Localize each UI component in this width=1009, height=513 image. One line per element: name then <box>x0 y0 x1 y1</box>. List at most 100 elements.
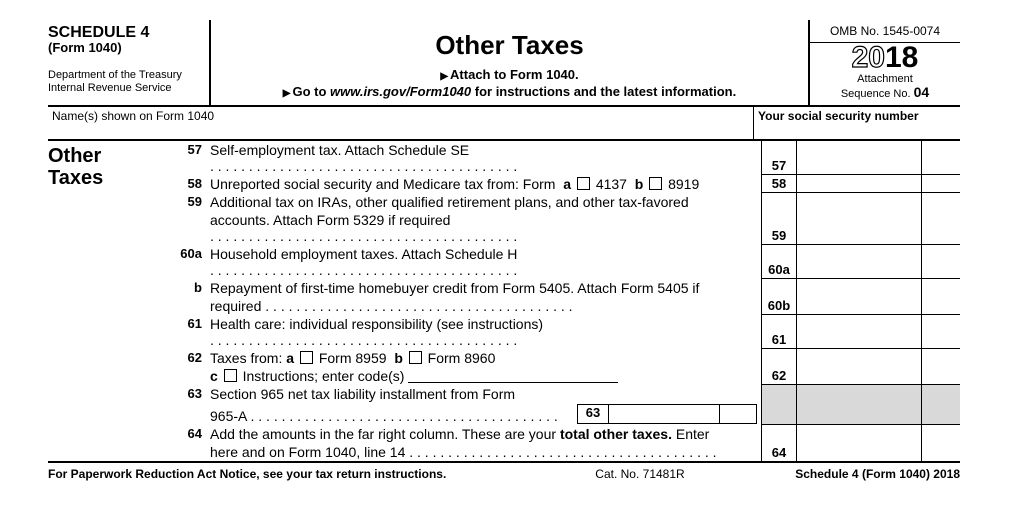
box-number: 58 <box>761 175 797 193</box>
line-60a: 60a Household employment taxes. Attach S… <box>160 245 960 279</box>
line-text: Section 965 net tax liability installmen… <box>210 385 761 403</box>
shaded-cell <box>761 385 797 403</box>
line-64-r1: 64 Add the amounts in the far right colu… <box>160 425 960 443</box>
line-number: 59 <box>160 193 210 211</box>
amount-field[interactable] <box>797 443 922 461</box>
amount-field[interactable] <box>797 141 922 175</box>
form-schedule-4: SCHEDULE 4 (Form 1040) Department of the… <box>48 20 960 481</box>
line-text: 965-A 63 <box>210 403 761 425</box>
line-62-r2: c Instructions; enter code(s) 62 <box>160 367 960 385</box>
line-text: Household employment taxes. Attach Sched… <box>210 245 761 279</box>
amount-field[interactable] <box>797 367 922 385</box>
box-number: 60a <box>761 245 797 279</box>
goto-instruction: Go to www.irs.gov/Form1040 for instructi… <box>217 84 802 99</box>
line-text: Add the amounts in the far right column.… <box>210 425 761 443</box>
cents-field[interactable] <box>922 211 960 245</box>
name-field-label[interactable]: Name(s) shown on Form 1040 <box>48 107 753 139</box>
line-number: 60a <box>160 245 210 279</box>
ssn-field-label[interactable]: Your social security number <box>753 107 960 139</box>
tax-year-box: 2018 Attachment Sequence No. 04 <box>810 43 960 102</box>
footer-right: Schedule 4 (Form 1040) 2018 <box>740 467 960 481</box>
attachment-sequence: Attachment Sequence No. 04 <box>812 73 958 100</box>
shaded-cell <box>922 403 960 425</box>
line-number: 57 <box>160 141 210 175</box>
inner-box-63: 63 <box>577 404 757 424</box>
line-text: Repayment of first-time homebuyer credit… <box>210 279 761 297</box>
line-59-r2: accounts. Attach Form 5329 if required 5… <box>160 211 960 245</box>
line-text: Self-employment tax. Attach Schedule SE <box>210 141 761 175</box>
footer-left: For Paperwork Reduction Act Notice, see … <box>48 467 540 481</box>
attach-instruction: Attach to Form 1040. <box>217 67 802 82</box>
dept-line-1: Department of the Treasury <box>48 69 203 82</box>
amount-field <box>797 193 922 211</box>
cents-field[interactable] <box>922 367 960 385</box>
header-middle: Other Taxes Attach to Form 1040. Go to w… <box>211 20 808 105</box>
line-number: 62 <box>160 349 210 367</box>
cents-field[interactable] <box>922 245 960 279</box>
line-63-r1: 63 Section 965 net tax liability install… <box>160 385 960 403</box>
line-number: 64 <box>160 425 210 443</box>
line-60b-r2: required 60b <box>160 297 960 315</box>
line-62-r1: 62 Taxes from: a Form 8959 b Form 8960 <box>160 349 960 367</box>
inner-cents-field[interactable] <box>720 405 756 423</box>
form-body: Other Taxes 57 Self-employment tax. Atta… <box>48 141 960 463</box>
line-60b-r1: b Repayment of first-time homebuyer cred… <box>160 279 960 297</box>
name-ssn-row: Name(s) shown on Form 1040 Your social s… <box>48 107 960 141</box>
box-number: 59 <box>761 211 797 245</box>
amount-field[interactable] <box>797 211 922 245</box>
cents-field[interactable] <box>922 141 960 175</box>
form-title: Other Taxes <box>217 30 802 61</box>
line-number: 61 <box>160 315 210 349</box>
cents-field <box>922 193 960 211</box>
cents-field[interactable] <box>922 443 960 461</box>
checkbox-instructions[interactable] <box>224 369 237 382</box>
line-number: 63 <box>160 385 210 403</box>
cents-field[interactable] <box>922 175 960 193</box>
line-text: required <box>210 297 761 315</box>
box-number: 60b <box>761 297 797 315</box>
shaded-cell <box>797 403 922 425</box>
cents-field[interactable] <box>922 315 960 349</box>
line-text: Health care: individual responsibility (… <box>210 315 761 349</box>
code-entry-line[interactable] <box>408 382 618 383</box>
omb-number: OMB No. 1545-0074 <box>810 20 960 43</box>
inner-box-label: 63 <box>578 405 609 423</box>
cents-field[interactable] <box>922 297 960 315</box>
line-59-r1: 59 Additional tax on IRAs, other qualifi… <box>160 193 960 211</box>
lines-container: 57 Self-employment tax. Attach Schedule … <box>160 141 960 461</box>
form-footer: For Paperwork Reduction Act Notice, see … <box>48 463 960 481</box>
shaded-cell <box>922 385 960 403</box>
checkbox-8959[interactable] <box>300 351 313 364</box>
line-text: Taxes from: a Form 8959 b Form 8960 <box>210 349 761 367</box>
footer-center: Cat. No. 71481R <box>540 467 740 481</box>
box-number: 64 <box>761 443 797 461</box>
amount-field[interactable] <box>797 297 922 315</box>
shaded-cell <box>761 403 797 425</box>
amount-field[interactable] <box>797 175 922 193</box>
line-text: accounts. Attach Form 5329 if required <box>210 211 761 245</box>
amount-field[interactable] <box>797 245 922 279</box>
line-number: 58 <box>160 175 210 193</box>
form-ref: (Form 1040) <box>48 40 203 55</box>
tax-year: 2018 <box>812 43 958 73</box>
checkbox-4137[interactable] <box>577 177 590 190</box>
amount-field[interactable] <box>797 315 922 349</box>
checkbox-8960[interactable] <box>409 351 422 364</box>
line-text: Additional tax on IRAs, other qualified … <box>210 193 761 211</box>
header-right: OMB No. 1545-0074 2018 Attachment Sequen… <box>808 20 960 105</box>
triangle-icon <box>283 84 293 99</box>
form-header: SCHEDULE 4 (Form 1040) Department of the… <box>48 20 960 107</box>
section-label: Other Taxes <box>48 141 160 461</box>
inner-amount-field[interactable] <box>609 405 720 423</box>
checkbox-8919[interactable] <box>649 177 662 190</box>
box-number: 62 <box>761 367 797 385</box>
dept-block: Department of the Treasury Internal Reve… <box>48 69 203 94</box>
line-text: Unreported social security and Medicare … <box>210 175 761 193</box>
line-58: 58 Unreported social security and Medica… <box>160 175 960 193</box>
box-number: 57 <box>761 141 797 175</box>
line-63-r2: 965-A 63 <box>160 403 960 425</box>
box-number: 61 <box>761 315 797 349</box>
line-text: c Instructions; enter code(s) <box>210 367 761 385</box>
line-57: 57 Self-employment tax. Attach Schedule … <box>160 141 960 175</box>
triangle-icon <box>440 67 450 82</box>
